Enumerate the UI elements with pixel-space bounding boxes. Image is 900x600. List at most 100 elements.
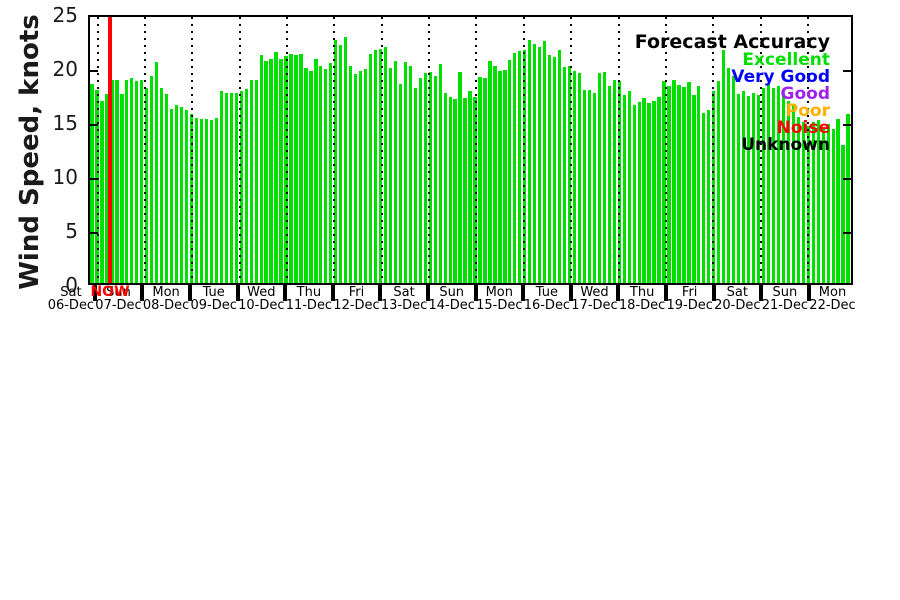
day-boundary-tick bbox=[378, 284, 383, 301]
wind-speed-bar bbox=[776, 86, 781, 283]
wind-speed-bar bbox=[388, 68, 393, 283]
wind-speed-bar bbox=[478, 76, 482, 283]
midnight-gridline bbox=[191, 17, 194, 283]
midnight-gridline bbox=[333, 17, 336, 283]
wind-speed-bar bbox=[179, 107, 184, 283]
wind-speed-bar bbox=[751, 92, 756, 283]
day-date: 18-Dec bbox=[618, 298, 666, 313]
wind-speed-bar bbox=[841, 144, 845, 283]
now-marker-line bbox=[107, 17, 112, 283]
wind-speed-bar bbox=[105, 93, 109, 283]
wind-speed-bar bbox=[543, 41, 547, 283]
midnight-gridline bbox=[712, 17, 715, 283]
wind-speed-bar bbox=[204, 119, 209, 283]
day-date: 13-Dec bbox=[380, 298, 428, 313]
wind-speed-bar bbox=[393, 60, 398, 283]
wind-speed-bar bbox=[592, 92, 597, 283]
wind-speed-bar bbox=[368, 54, 373, 283]
day-boundary-tick bbox=[187, 284, 192, 301]
wind-speed-bar bbox=[761, 88, 766, 283]
wind-speed-bar bbox=[458, 72, 462, 283]
wind-speed-bar bbox=[463, 97, 467, 283]
wind-speed-bar bbox=[279, 58, 283, 283]
wind-speed-bar bbox=[547, 55, 552, 283]
day-boundary-tick bbox=[568, 284, 573, 301]
x-axis-day-label: Mon 22-Dec bbox=[809, 286, 855, 312]
x-axis-day-label: Sun 07-Dec bbox=[95, 286, 141, 312]
wind-speed-bar bbox=[309, 71, 313, 283]
wind-speed-bar bbox=[657, 96, 661, 283]
midnight-gridline bbox=[664, 17, 667, 283]
day-boundary-tick bbox=[806, 284, 811, 301]
day-name: Sun bbox=[106, 285, 131, 300]
day-boundary-tick bbox=[425, 284, 430, 301]
now-label: NOW bbox=[90, 284, 130, 300]
wind-speed-bar bbox=[169, 108, 174, 283]
midnight-gridline bbox=[475, 17, 478, 283]
x-axis-day-label: Wed 17-Dec bbox=[571, 286, 617, 312]
wind-speed-bar bbox=[702, 112, 706, 283]
y-tick-label: 20 bbox=[52, 57, 78, 81]
wind-speed-bar bbox=[552, 57, 557, 283]
x-axis-day-label: Tue 16-Dec bbox=[524, 286, 570, 312]
day-boundary-tick bbox=[711, 284, 716, 301]
x-axis-day-label: Thu 11-Dec bbox=[286, 286, 332, 312]
midnight-gridline bbox=[380, 17, 383, 283]
wind-speed-bar bbox=[299, 54, 303, 283]
wind-speed-bar bbox=[244, 89, 248, 283]
day-name: Sun bbox=[439, 285, 465, 300]
wind-speed-bar bbox=[234, 92, 238, 283]
wind-speed-bar bbox=[607, 86, 611, 283]
day-boundary-tick bbox=[663, 284, 668, 301]
day-date: 12-Dec bbox=[333, 298, 380, 313]
day-boundary-tick bbox=[616, 284, 621, 301]
x-axis-day-label: Sun 14-Dec bbox=[428, 286, 474, 312]
wind-speed-bar bbox=[110, 79, 114, 283]
wind-speed-bar bbox=[289, 54, 293, 283]
wind-speed-bar bbox=[831, 128, 835, 283]
day-date: 16-Dec bbox=[523, 298, 571, 313]
day-name: Thu bbox=[629, 285, 655, 300]
wind-speed-bar bbox=[587, 90, 592, 283]
wind-speed-bar bbox=[120, 93, 124, 283]
wind-speed-bar bbox=[150, 75, 154, 283]
wind-speed-bar bbox=[821, 127, 825, 283]
wind-speed-bar bbox=[219, 91, 223, 283]
wind-speed-bar bbox=[508, 59, 512, 283]
midnight-gridline bbox=[522, 17, 525, 283]
wind-speed-bar bbox=[140, 79, 144, 283]
wind-speed-bar bbox=[358, 71, 363, 283]
wind-speed-bar bbox=[130, 77, 134, 283]
y-tick-label: 5 bbox=[65, 219, 78, 243]
midnight-gridline bbox=[759, 17, 762, 283]
legend-entry-noise: Noise bbox=[776, 118, 830, 138]
day-date: 09-Dec bbox=[190, 298, 237, 313]
wind-speed-bar bbox=[732, 75, 736, 283]
wind-speed-bar bbox=[557, 49, 562, 283]
wind-speed-bar bbox=[652, 101, 656, 283]
day-name: Sat bbox=[726, 285, 748, 300]
wind-speed-bar bbox=[443, 92, 447, 283]
y-axis-tick bbox=[90, 178, 98, 180]
day-date: 06-Dec bbox=[47, 298, 95, 313]
wind-speed-bar bbox=[319, 65, 323, 283]
day-date: 21-Dec bbox=[761, 298, 809, 313]
day-boundary-tick bbox=[235, 284, 240, 301]
wind-speed-bar bbox=[846, 113, 850, 283]
legend-entry-very-good: Very Good bbox=[731, 67, 830, 87]
wind-speed-bar bbox=[528, 40, 532, 283]
wind-speed-bar bbox=[448, 96, 452, 283]
wind-speed-bar bbox=[622, 94, 626, 283]
wind-speed-bar bbox=[567, 65, 572, 283]
legend-title: Forecast Accuracy bbox=[634, 31, 830, 53]
day-name: Mon bbox=[485, 285, 514, 300]
y-tick-label: 15 bbox=[52, 111, 78, 135]
day-date: 17-Dec bbox=[571, 298, 618, 313]
day-date: 20-Dec bbox=[714, 298, 761, 313]
wind-speed-bar bbox=[727, 68, 731, 283]
wind-speed-bar bbox=[304, 68, 308, 283]
wind-speed-bar bbox=[339, 44, 343, 283]
wind-speed-bar bbox=[756, 94, 761, 283]
wind-speed-bar bbox=[145, 88, 149, 283]
wind-speed-bar bbox=[746, 95, 751, 283]
